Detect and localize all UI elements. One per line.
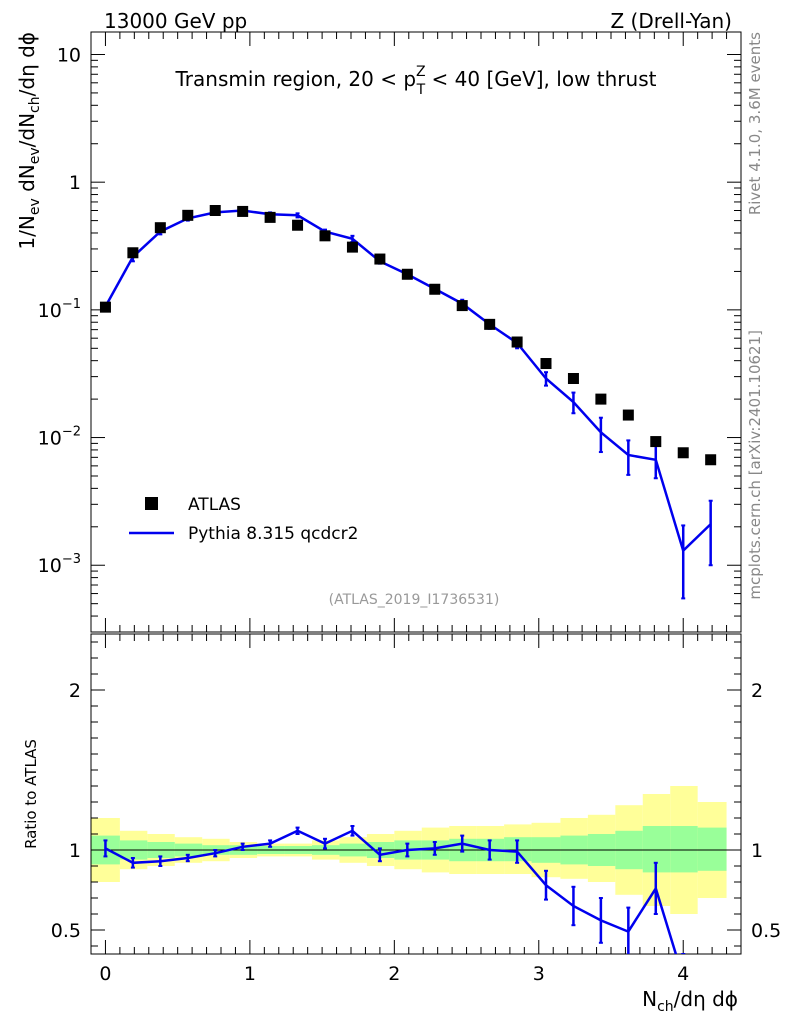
main-y-tick-label: 10−3 xyxy=(38,552,81,577)
atlas-data-point xyxy=(650,436,662,448)
x-tick-label: 3 xyxy=(533,963,545,985)
main-title: Transmin region, 20 < pZ T < 40 [GeV], lo… xyxy=(175,64,657,98)
ratio-y-tick-label-right: 2 xyxy=(751,680,763,702)
header-left: 13000 GeV pp xyxy=(104,9,247,33)
ratio-band-inner xyxy=(697,827,727,871)
x-tick-label: 0 xyxy=(99,963,111,985)
atlas-data-point xyxy=(127,247,139,259)
x-axis-label: Nch/dη dϕ xyxy=(642,987,738,1015)
ratio-y-tick-label-right: 1 xyxy=(751,840,763,862)
atlas-data-point xyxy=(99,301,111,313)
legend-label-pythia: Pythia 8.315 qcdcr2 xyxy=(188,524,358,544)
main-y-tick-label: 10 xyxy=(57,44,81,66)
reference-label: (ATLAS_2019_I1736531) xyxy=(329,592,500,608)
atlas-data-point xyxy=(429,283,441,295)
ratio-y-axis-label: Ratio to ATLAS xyxy=(22,739,40,849)
rivet-label: Rivet 4.1.0, 3.6M events xyxy=(746,32,764,215)
main-y-tick-label: 10−1 xyxy=(38,297,81,322)
atlas-data-point xyxy=(292,219,304,231)
ratio-band-inner xyxy=(670,826,698,873)
atlas-data-point xyxy=(567,373,579,385)
ratio-y-tick-label-left: 0.5 xyxy=(51,920,81,942)
atlas-data-point xyxy=(374,253,386,265)
atlas-data-point xyxy=(319,230,331,242)
main-panel: Transmin region, 20 < pZ T < 40 [GeV], lo… xyxy=(15,31,742,633)
legend-marker-atlas xyxy=(145,497,158,510)
ratio-mc-group xyxy=(103,825,686,954)
atlas-data-point xyxy=(237,205,249,217)
atlas-data-point xyxy=(456,300,468,312)
ratio-y-tick-label-left: 1 xyxy=(69,840,81,862)
atlas-data-point xyxy=(705,454,717,466)
atlas-data-point xyxy=(209,204,221,216)
x-tick-label: 4 xyxy=(677,963,689,985)
atlas-data-point xyxy=(511,336,523,348)
main-y-axis-label: 1/Nev dNev/dNch/dη dϕ xyxy=(15,32,43,250)
ratio-panel: Ratio to ATLAS Nch/dη dϕ 0.5 0.5 1 1 2 2 0 1 2 3 4 xyxy=(22,633,781,1015)
atlas-data-point xyxy=(154,222,166,234)
mcplots-label: mcplots.cern.ch [arXiv:2401.10621] xyxy=(746,330,764,600)
header-right: Z (Drell-Yan) xyxy=(610,9,732,33)
main-y-tick-label: 1 xyxy=(69,172,81,194)
main-y-tick-label: 10−2 xyxy=(38,425,81,450)
atlas-data-point xyxy=(182,209,194,221)
atlas-data-point xyxy=(677,447,689,459)
atlas-data-point xyxy=(540,358,552,370)
ratio-mc-line xyxy=(104,829,678,954)
legend-label-atlas: ATLAS xyxy=(188,495,241,515)
ratio-frame xyxy=(90,633,742,955)
atlas-data-point xyxy=(346,241,358,253)
atlas-data-point xyxy=(595,393,607,405)
atlas-data-point xyxy=(622,409,634,421)
x-tick-label: 2 xyxy=(388,963,400,985)
atlas-data-point xyxy=(401,268,413,280)
atlas-data-point xyxy=(484,318,496,330)
ratio-y-tick-label-left: 2 xyxy=(69,680,81,702)
x-tick-label: 1 xyxy=(244,963,256,985)
ratio-y-tick-label-right: 0.5 xyxy=(751,920,781,942)
legend: ATLAS Pythia 8.315 qcdcr2 xyxy=(129,495,358,544)
atlas-data-point xyxy=(264,211,276,223)
main-frame xyxy=(90,31,742,633)
